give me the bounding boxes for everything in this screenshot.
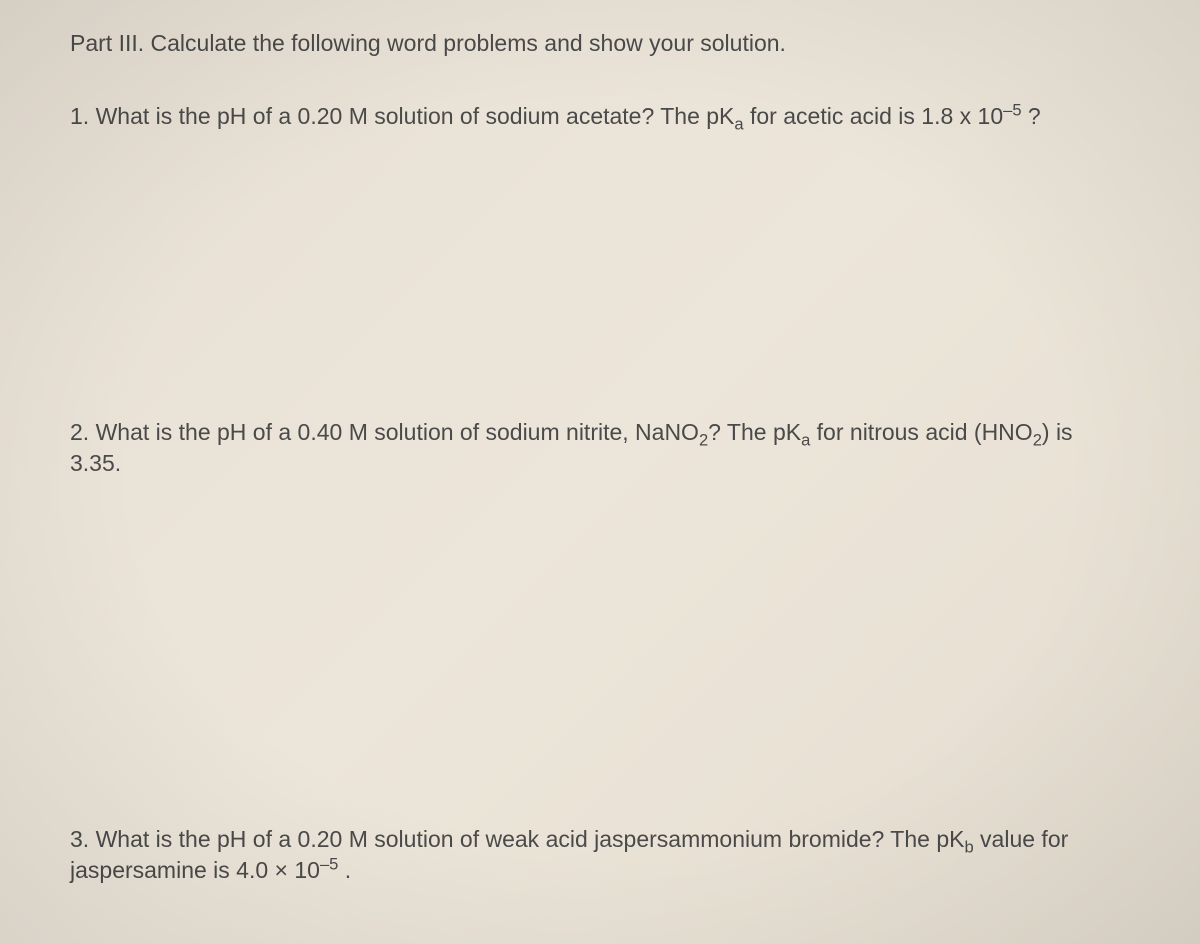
subscript-a: a <box>734 115 743 134</box>
problem-3-text: 3. What is the pH of a 0.20 M solution o… <box>70 826 964 852</box>
problem-2: 2. What is the pH of a 0.40 M solution o… <box>70 417 1130 479</box>
subscript-b: b <box>964 838 973 857</box>
worksheet-page: Part III. Calculate the following word p… <box>70 30 1130 914</box>
problem-2-text: 2. What is the pH of a 0.40 M solution o… <box>70 419 699 445</box>
problem-3: 3. What is the pH of a 0.20 M solution o… <box>70 824 1130 886</box>
problem-1: 1. What is the pH of a 0.20 M solution o… <box>70 101 1130 132</box>
superscript-neg5: –5 <box>320 855 338 874</box>
problem-2-text: ? The pK <box>708 419 801 445</box>
subscript-a: a <box>801 431 810 450</box>
problem-1-text: ? <box>1022 103 1041 129</box>
subscript-2: 2 <box>1033 431 1042 450</box>
problem-3-text: . <box>338 857 351 883</box>
subscript-2: 2 <box>699 431 708 450</box>
superscript-neg5: –5 <box>1003 100 1021 119</box>
section-heading: Part III. Calculate the following word p… <box>70 30 1130 57</box>
problem-1-text: 1. What is the pH of a 0.20 M solution o… <box>70 103 734 129</box>
problem-2-text: for nitrous acid (HNO <box>810 419 1032 445</box>
problem-1-text: for acetic acid is 1.8 x 10 <box>744 103 1004 129</box>
